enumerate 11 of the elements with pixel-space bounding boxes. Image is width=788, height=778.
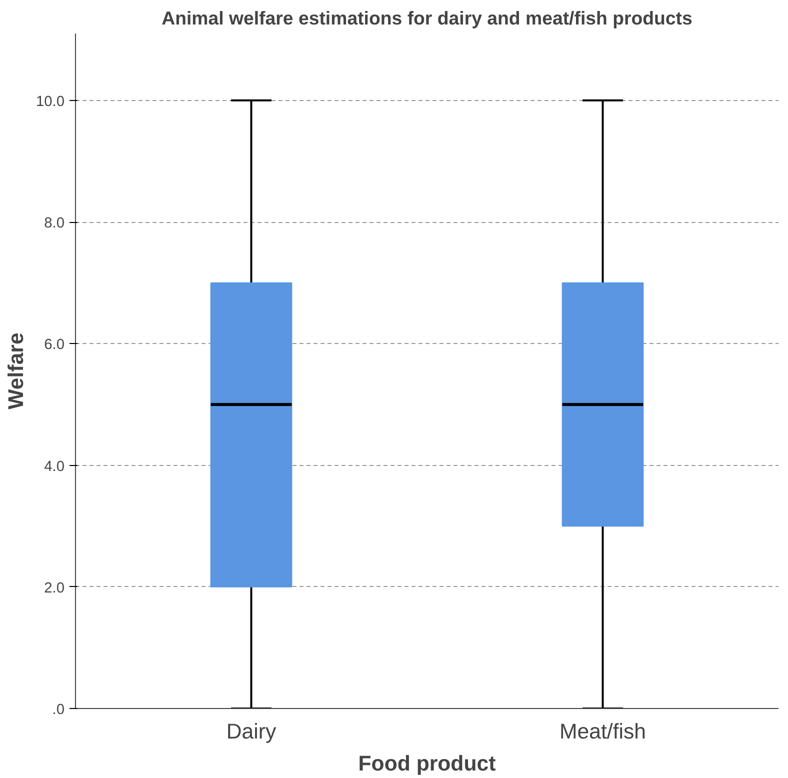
x-tick-label: Meat/fish [559,720,646,744]
y-tick-label: 2.0 [44,580,64,596]
y-tick-label: 10.0 [36,94,65,110]
x-tick-label: Dairy [226,720,276,744]
y-tick-label: 6.0 [44,337,64,354]
y-tick-label: .0 [52,702,65,718]
x-axis-title: Food product [358,752,496,776]
chart-title: Animal welfare estimations for dairy and meat/fish products [162,8,692,28]
y-axis-title: Welfare [4,332,28,410]
y-tick-label: 8.0 [44,216,64,232]
y-tick-label: 4.0 [44,458,64,475]
